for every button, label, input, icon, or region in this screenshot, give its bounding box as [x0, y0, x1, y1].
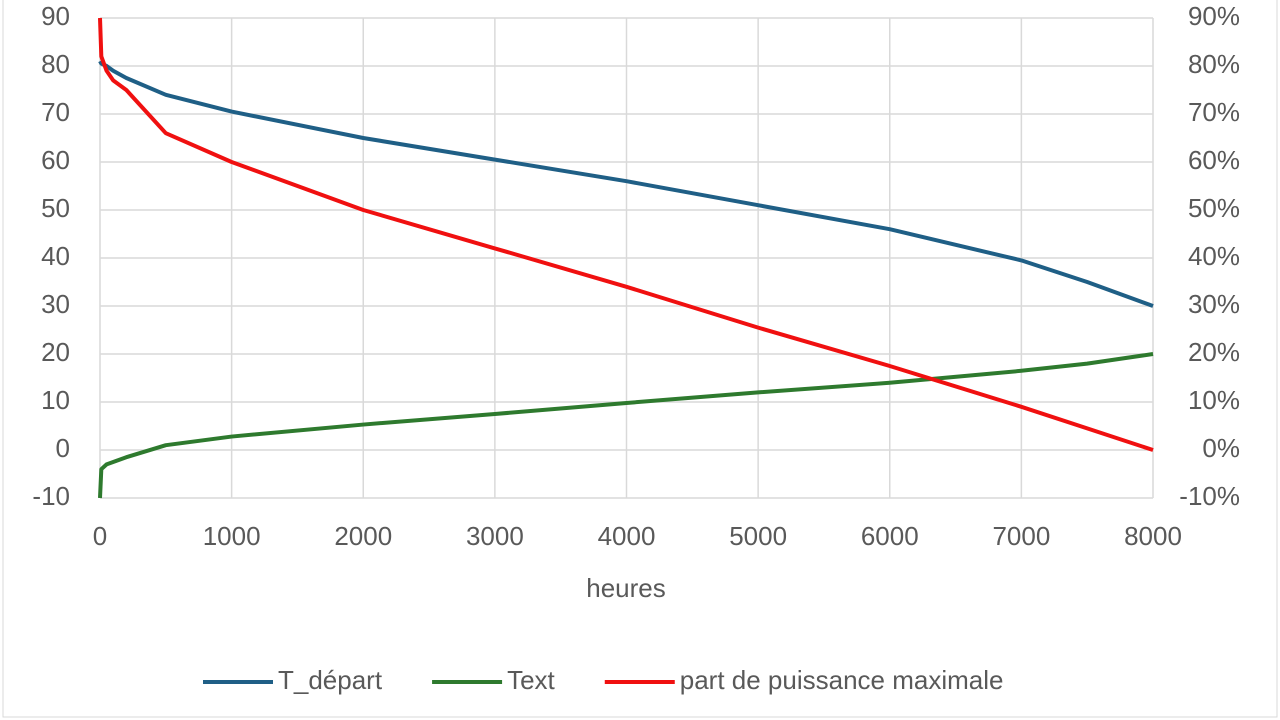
legend-label: Text: [507, 665, 555, 695]
y2-tick-label: 80%: [1188, 49, 1240, 79]
x-tick-label: 2000: [334, 521, 392, 551]
y-tick-label: 70: [41, 97, 70, 127]
y2-tick-label: 40%: [1188, 241, 1240, 271]
y-tick-label: -10: [32, 481, 70, 511]
y-tick-label: 30: [41, 289, 70, 319]
x-tick-label: 7000: [992, 521, 1050, 551]
x-tick-label: 4000: [598, 521, 656, 551]
y2-tick-label: -10%: [1179, 481, 1240, 511]
x-tick-label: 3000: [466, 521, 524, 551]
x-tick-label: 1000: [203, 521, 261, 551]
y2-tick-label: 0%: [1202, 433, 1240, 463]
y-tick-label: 10: [41, 385, 70, 415]
series-line: [98, 352, 1154, 499]
y-tick-label: 60: [41, 145, 70, 175]
legend-label: part de puissance maximale: [680, 665, 1004, 695]
y2-tick-label: 30%: [1188, 289, 1240, 319]
x-tick-label: 0: [93, 521, 107, 551]
x-tick-label: 6000: [861, 521, 919, 551]
y2-tick-label: 50%: [1188, 193, 1240, 223]
y-tick-label: 80: [41, 49, 70, 79]
x-tick-label: 8000: [1124, 521, 1182, 551]
y2-tick-label: 70%: [1188, 97, 1240, 127]
x-tick-label: 5000: [729, 521, 787, 551]
y2-tick-label: 90%: [1188, 1, 1240, 31]
series-line: [98, 17, 1154, 452]
x-axis-title: heures: [586, 573, 666, 603]
y-tick-label: 20: [41, 337, 70, 367]
y-tick-label: 40: [41, 241, 70, 271]
y-tick-label: 0: [56, 433, 70, 463]
y2-tick-label: 60%: [1188, 145, 1240, 175]
y2-tick-label: 20%: [1188, 337, 1240, 367]
y-tick-label: 50: [41, 193, 70, 223]
series-line: [98, 60, 1154, 308]
y2-tick-label: 10%: [1188, 385, 1240, 415]
legend-label: T_départ: [278, 665, 383, 695]
y-tick-label: 90: [41, 1, 70, 31]
